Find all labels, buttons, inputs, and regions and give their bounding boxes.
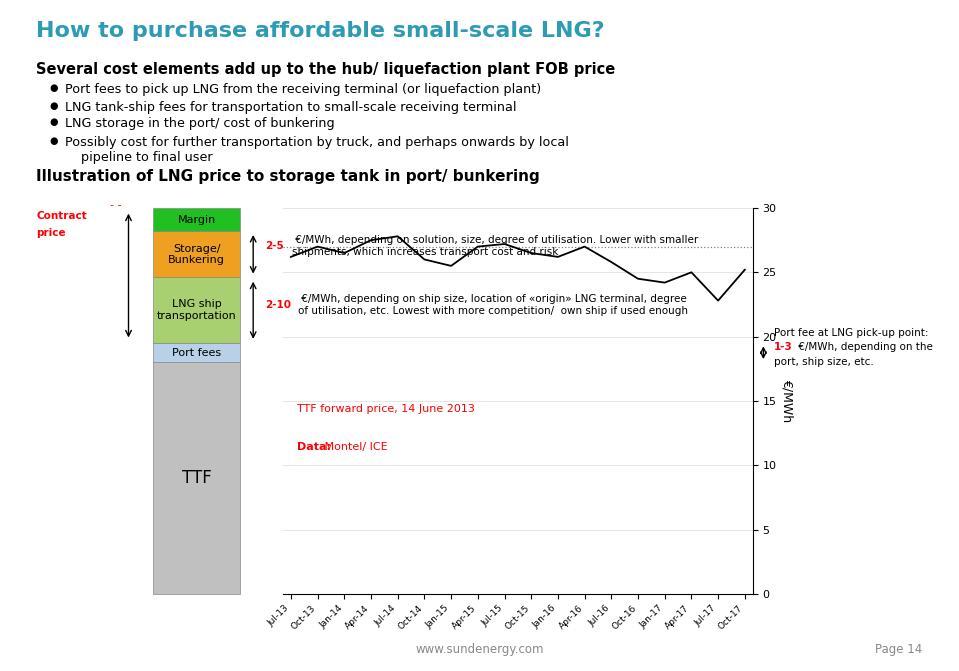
Bar: [153, 208, 240, 231]
Text: - -: - -: [110, 201, 122, 210]
Bar: [153, 362, 240, 594]
Text: Data:: Data:: [297, 442, 331, 452]
Text: 1-3: 1-3: [774, 342, 793, 352]
Text: price: price: [36, 228, 66, 238]
Text: 2-5: 2-5: [265, 242, 284, 251]
Text: LNG ship
transportation: LNG ship transportation: [156, 299, 237, 321]
Text: www.sundenergy.com: www.sundenergy.com: [415, 643, 544, 656]
Text: Margin: Margin: [177, 215, 216, 225]
Text: TTF: TTF: [181, 469, 212, 487]
Text: TTF forward price, 14 June 2013: TTF forward price, 14 June 2013: [297, 404, 475, 413]
Text: Montel/ ICE: Montel/ ICE: [321, 442, 388, 452]
Text: port, ship size, etc.: port, ship size, etc.: [774, 357, 874, 367]
Text: Storage/
Bunkering: Storage/ Bunkering: [168, 244, 225, 265]
Text: Possibly cost for further transportation by truck, and perhaps onwards by local
: Possibly cost for further transportation…: [65, 136, 569, 164]
Text: Page 14: Page 14: [876, 643, 923, 656]
Text: Illustration of LNG price to storage tank in port/ bunkering: Illustration of LNG price to storage tan…: [36, 169, 540, 184]
Text: Port fees: Port fees: [172, 348, 222, 358]
Text: €/MWh, depending on ship size, location of «origin» LNG terminal, degree
of util: €/MWh, depending on ship size, location …: [298, 294, 689, 315]
Bar: [153, 278, 240, 343]
Text: €/MWh, depending on solution, size, degree of utilisation. Lower with smaller
sh: €/MWh, depending on solution, size, degr…: [292, 236, 698, 257]
Text: Port fee at LNG pick-up point:: Port fee at LNG pick-up point:: [774, 327, 928, 338]
Y-axis label: €/MWh: €/MWh: [781, 379, 793, 423]
Bar: [153, 231, 240, 278]
Text: Several cost elements add up to the hub/ liquefaction plant FOB price: Several cost elements add up to the hub/…: [36, 62, 616, 76]
Text: €/MWh, depending on the: €/MWh, depending on the: [795, 342, 933, 352]
Text: ●: ●: [50, 117, 58, 127]
Bar: [153, 343, 240, 362]
Text: LNG tank-ship fees for transportation to small-scale receiving terminal: LNG tank-ship fees for transportation to…: [65, 101, 517, 113]
Text: Contract: Contract: [36, 211, 87, 221]
Text: How to purchase affordable small-scale LNG?: How to purchase affordable small-scale L…: [36, 21, 605, 42]
Text: SUND: SUND: [50, 635, 103, 652]
Text: Port fees to pick up LNG from the receiving terminal (or liquefaction plant): Port fees to pick up LNG from the receiv…: [65, 83, 541, 95]
Text: ●: ●: [50, 136, 58, 146]
Text: LNG storage in the port/ cost of bunkering: LNG storage in the port/ cost of bunkeri…: [65, 117, 335, 130]
Text: ●: ●: [50, 83, 58, 93]
Text: 2-10: 2-10: [265, 300, 291, 310]
Text: ●: ●: [50, 101, 58, 111]
Text: energy: energy: [104, 637, 152, 650]
